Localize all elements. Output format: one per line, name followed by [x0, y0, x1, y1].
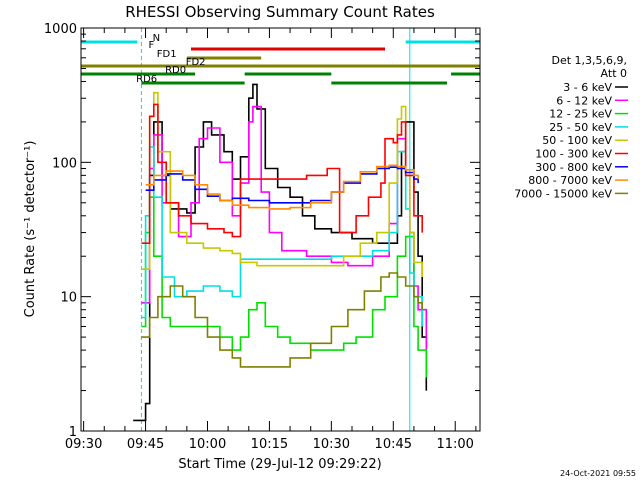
y-tick-label: 100: [52, 156, 77, 171]
chart-title: RHESSI Observing Summary Count Rates: [125, 3, 435, 21]
legend-header-line-1: Det 1,3,5,6,9,: [551, 54, 627, 67]
series-line: [145, 166, 419, 204]
legend-entry-label: 25 - 50 keV: [549, 121, 612, 134]
y-tick-label: 1000: [44, 22, 77, 37]
x-tick-label: 09:45: [127, 437, 164, 452]
state-bar-label: N: [153, 33, 160, 44]
y-ticks: 1 10 100 1000: [44, 22, 480, 440]
legend-entry-label: 12 - 25 keV: [549, 108, 612, 121]
series-line: [141, 91, 424, 277]
x-tick-label: 11:00: [436, 437, 473, 452]
series-line: [141, 105, 428, 351]
state-bar-label: FD1: [157, 49, 177, 60]
marker-lines: [140, 28, 480, 431]
legend-entry-label: 50 - 100 keV: [542, 134, 612, 147]
state-bar-label: RD6: [136, 74, 157, 85]
legend-entry-label: 7000 - 15000 keV: [514, 187, 612, 200]
y-tick-label: 1: [69, 425, 77, 440]
series-line: [145, 164, 419, 210]
series-lines: [133, 83, 428, 422]
x-tick-label: 09:30: [65, 437, 102, 452]
state-bar-label: FD2: [186, 57, 206, 68]
plot-frame: [80, 27, 481, 432]
y-axis-label: Count Rate (s⁻¹ detector⁻¹): [23, 141, 38, 318]
series-line: [133, 83, 428, 422]
state-bar-label: F: [149, 40, 155, 51]
x-ticks: 09:30 09:45 10:00 10:15 10:30 10:45 11:00: [65, 28, 477, 452]
x-tick-label: 10:45: [375, 437, 412, 452]
legend-entry-label: 6 - 12 keV: [556, 94, 612, 107]
legend-entry-label: 300 - 800 keV: [535, 161, 612, 174]
x-axis-label: Start Time (29-Jul-12 09:29:22): [178, 457, 381, 472]
state-bar-label: RD0: [165, 65, 186, 76]
legend-entry-label: 800 - 7000 keV: [528, 174, 612, 187]
x-tick-label: 10:15: [251, 437, 288, 452]
footer-timestamp: 24-Oct-2021 09:55: [560, 469, 636, 478]
x-tick-label: 10:00: [189, 437, 226, 452]
legend-entry-label: 100 - 300 keV: [535, 148, 612, 161]
legend-header-line-2: Att 0: [601, 67, 627, 80]
legend-entry-label: 3 - 6 keV: [563, 81, 612, 94]
series-line: [141, 196, 428, 378]
x-tick-label: 10:30: [313, 437, 350, 452]
series-line: [141, 272, 424, 368]
y-tick-label: 10: [60, 291, 77, 306]
series-line: [141, 103, 424, 244]
